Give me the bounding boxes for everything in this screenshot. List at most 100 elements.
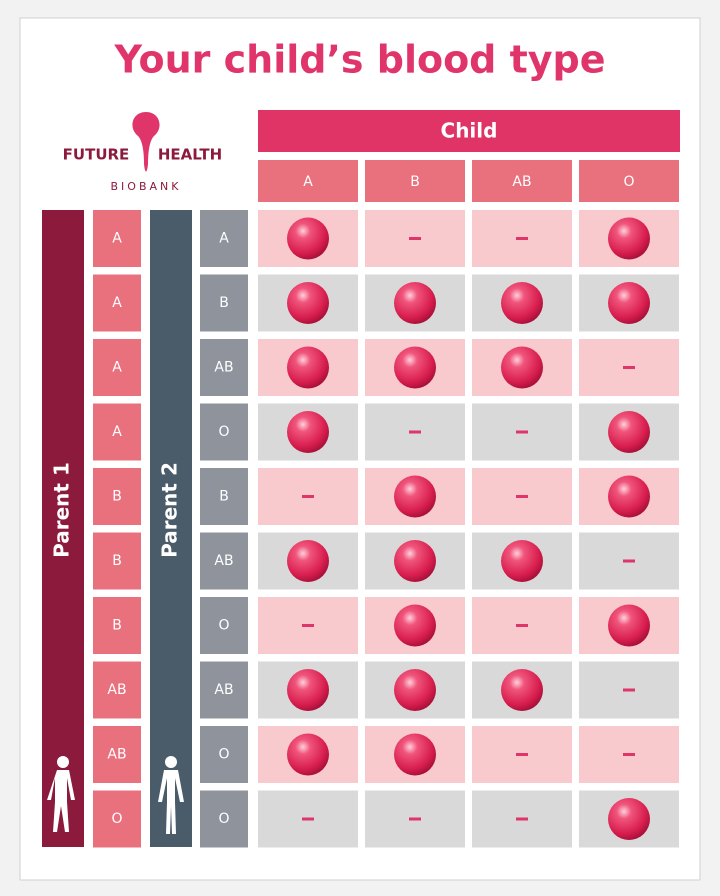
- impossible-dash: [516, 430, 528, 434]
- parent2-cell: [200, 790, 248, 848]
- female-figure: [47, 756, 75, 832]
- possible-ball: [394, 669, 436, 711]
- possible-ball: [501, 346, 543, 389]
- impossible-dash: [409, 817, 421, 821]
- parent2-cell: [200, 661, 248, 719]
- parent2-bar: [150, 210, 192, 847]
- column-header: A: [303, 174, 313, 190]
- logo-drop: [132, 112, 160, 172]
- possible-ball: [287, 411, 329, 453]
- parent1-type: AB: [107, 682, 126, 698]
- possible-ball: [394, 346, 436, 389]
- possible-ball: [501, 282, 543, 324]
- possible-ball: [608, 798, 650, 840]
- possible-ball: [287, 282, 329, 324]
- logo-sub: BIOBANK: [111, 180, 182, 193]
- possible-ball: [608, 217, 650, 260]
- parent1-type: A: [112, 295, 122, 311]
- impossible-dash: [516, 753, 528, 756]
- parent2-cell: [200, 532, 248, 590]
- parent1-type: B: [112, 489, 122, 505]
- parent2-type: O: [218, 424, 229, 440]
- parent2-type: AB: [214, 360, 233, 376]
- parent1-type: A: [112, 360, 122, 376]
- parent1-type: O: [111, 811, 122, 827]
- parent2-type: AB: [214, 682, 233, 698]
- column-header-bg: [258, 160, 358, 202]
- impossible-dash: [516, 237, 528, 240]
- parent1-cell: [93, 274, 141, 332]
- possible-ball: [608, 604, 650, 647]
- impossible-dash: [516, 624, 528, 627]
- column-header: O: [623, 174, 634, 190]
- possible-ball: [394, 733, 436, 776]
- possible-ball: [501, 669, 543, 711]
- parent2-cell: [200, 726, 248, 783]
- parent1-type: B: [112, 553, 122, 569]
- parent1-type: A: [112, 424, 122, 440]
- parent1-cell: [93, 532, 141, 590]
- male-figure: [158, 756, 184, 834]
- parent1-cell: [93, 468, 141, 525]
- parent1-cell: [93, 726, 141, 783]
- parent1-cell: [93, 790, 141, 848]
- possible-ball: [608, 411, 650, 453]
- possible-ball: [287, 217, 329, 260]
- column-header: AB: [512, 174, 531, 190]
- possible-ball: [394, 475, 436, 518]
- column-header: B: [410, 174, 420, 190]
- impossible-dash: [516, 817, 528, 821]
- possible-ball: [608, 282, 650, 324]
- parent1-label: Parent 1: [50, 462, 74, 558]
- possible-ball: [287, 346, 329, 389]
- parent1-cell: [93, 339, 141, 396]
- column-header-bg: [472, 160, 572, 202]
- parent2-type: O: [218, 747, 229, 763]
- parent1-cell: [93, 661, 141, 719]
- impossible-dash: [623, 688, 635, 692]
- parent2-cell: [200, 210, 248, 267]
- possible-ball: [394, 540, 436, 582]
- parent1-type: A: [112, 231, 122, 247]
- parent2-type: B: [219, 489, 229, 505]
- logo-left: FUTURE: [63, 146, 130, 164]
- child-header: Child: [441, 119, 498, 143]
- parent1-cell: [93, 597, 141, 654]
- logo-right: HEALTH: [158, 146, 222, 164]
- parent2-cell: [200, 597, 248, 654]
- possible-ball: [394, 604, 436, 647]
- child-header-bg: [258, 110, 680, 152]
- parent2-type: B: [219, 295, 229, 311]
- impossible-dash: [302, 817, 314, 821]
- possible-ball: [394, 282, 436, 324]
- parent2-label: Parent 2: [158, 462, 182, 558]
- parent2-type: O: [218, 618, 229, 634]
- impossible-dash: [302, 624, 314, 627]
- possible-ball: [608, 475, 650, 518]
- impossible-dash: [302, 495, 314, 498]
- impossible-dash: [409, 430, 421, 434]
- impossible-dash: [409, 237, 421, 240]
- parent2-cell: [200, 403, 248, 461]
- parent2-cell: [200, 274, 248, 332]
- column-header-bg: [365, 160, 465, 202]
- impossible-dash: [623, 366, 635, 369]
- parent2-cell: [200, 339, 248, 396]
- parent2-cell: [200, 468, 248, 525]
- parent2-type: A: [219, 231, 229, 247]
- possible-ball: [287, 669, 329, 711]
- impossible-dash: [623, 753, 635, 756]
- parent1-cell: [93, 210, 141, 267]
- possible-ball: [287, 540, 329, 582]
- parent1-bar: [42, 210, 84, 847]
- column-header-bg: [579, 160, 679, 202]
- impossible-dash: [623, 559, 635, 563]
- impossible-dash: [516, 495, 528, 498]
- parent2-type: AB: [214, 553, 233, 569]
- parent2-type: O: [218, 811, 229, 827]
- possible-ball: [501, 540, 543, 582]
- parent1-cell: [93, 403, 141, 461]
- parent1-type: B: [112, 618, 122, 634]
